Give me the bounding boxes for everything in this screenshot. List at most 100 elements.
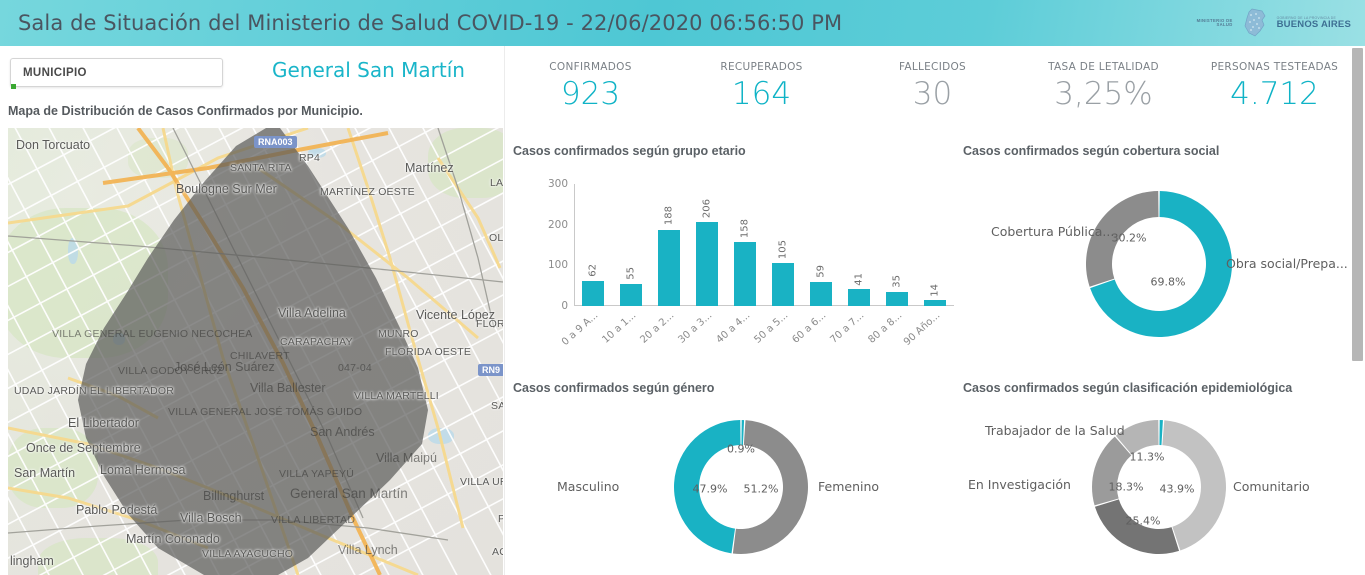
genero-title: Casos confirmados según género bbox=[513, 381, 715, 395]
donut-percentage-label: 25.4% bbox=[1125, 514, 1161, 528]
y-axis-line bbox=[574, 184, 575, 306]
donut-percentage-label: 51.2% bbox=[743, 482, 779, 496]
donut-percentage-label: 0.9% bbox=[727, 442, 755, 456]
selection-indicator bbox=[11, 84, 16, 89]
donut-category-label: Masculino bbox=[557, 479, 620, 494]
x-axis-tick-label: 50 a 5... bbox=[752, 310, 791, 346]
donut-category-label: En Investigación bbox=[968, 477, 1071, 492]
bar-value-label: 59 bbox=[815, 265, 827, 279]
logo-minsal-line1: MINISTERIO DE bbox=[1196, 17, 1233, 23]
donut-svg bbox=[1092, 420, 1226, 554]
donut-percentage-label: 30.2% bbox=[1111, 231, 1147, 245]
donut-slice[interactable] bbox=[1115, 420, 1159, 455]
cobertura-social-donut-chart[interactable]: 69.8% 30.2% Obra social/Prepa... Cobertura … bbox=[963, 164, 1363, 379]
logo-pba-top: GOBIERNO DE LA PROVINCIA DE bbox=[1276, 15, 1336, 20]
bar-column[interactable]: 105 50 a 5... bbox=[752, 184, 794, 346]
vertical-scrollbar-thumb[interactable] bbox=[1352, 48, 1363, 361]
cobertura-social-title: Casos confirmados según cobertura social bbox=[963, 144, 1220, 158]
bar-column[interactable]: 188 20 a 2... bbox=[638, 184, 680, 346]
kpi-card: RECUPERADOS 164 bbox=[676, 46, 847, 124]
vertical-scrollbar-track[interactable] bbox=[1350, 46, 1365, 575]
clasificacion-title: Casos confirmados según clasificación ep… bbox=[963, 381, 1293, 395]
y-axis-tick-label: 200 bbox=[547, 218, 568, 231]
municipio-filter-dropdown[interactable]: MUNICIPIO bbox=[10, 58, 223, 89]
bar[interactable] bbox=[886, 291, 908, 306]
grupo-etario-title: Casos confirmados según grupo etario bbox=[513, 144, 746, 158]
bar[interactable] bbox=[810, 282, 832, 306]
donut-slice[interactable] bbox=[674, 420, 741, 554]
bar-value-label: 55 bbox=[625, 266, 637, 280]
x-axis-tick-label: 40 a 4... bbox=[714, 310, 753, 346]
bar[interactable] bbox=[582, 280, 604, 306]
donut-percentage-label: 11.3% bbox=[1129, 450, 1165, 464]
bar-column[interactable]: 14 90 Año... bbox=[902, 184, 946, 348]
donut-slice[interactable] bbox=[741, 420, 745, 446]
bar-column[interactable]: 158 40 a 4... bbox=[714, 184, 756, 346]
bar-value-label: 158 bbox=[739, 218, 751, 238]
kpi-value: 923 bbox=[560, 76, 621, 112]
bar-column[interactable]: 206 30 a 3... bbox=[676, 184, 718, 346]
bar[interactable] bbox=[696, 222, 718, 306]
app-header: Sala de Situación del Ministerio de Salu… bbox=[0, 0, 1365, 46]
donut-slice[interactable] bbox=[1086, 191, 1159, 287]
panel-divider bbox=[504, 46, 505, 575]
x-axis-line bbox=[574, 305, 954, 306]
bar-column[interactable]: 59 60 a 6... bbox=[790, 184, 832, 346]
x-axis-tick-label: 20 a 2... bbox=[638, 310, 677, 346]
clasificacion-donut-chart[interactable]: 43.9% 25.4% 18.3% 11.3% Comunitario En Invest… bbox=[963, 401, 1363, 575]
x-axis-tick-label: 90 Año... bbox=[901, 310, 943, 348]
buenos-aires-province-map-icon bbox=[1244, 8, 1266, 37]
donut-slice[interactable] bbox=[1162, 420, 1226, 551]
donut-slice[interactable] bbox=[1092, 436, 1132, 506]
bar-column[interactable]: 35 80 a 8... bbox=[866, 184, 908, 346]
bar[interactable] bbox=[734, 241, 756, 306]
bar-value-label: 188 bbox=[663, 206, 675, 226]
kpi-card: TASA DE LETALIDAD 3,25% bbox=[1018, 46, 1189, 124]
x-axis-tick-label: 0 a 9 A... bbox=[559, 310, 601, 349]
bar[interactable] bbox=[772, 263, 794, 306]
kpi-value: 30 bbox=[912, 76, 953, 112]
ministerio-salud-logo: MINISTERIO DE SALUD bbox=[1196, 17, 1233, 28]
donut-slice[interactable] bbox=[1090, 191, 1232, 337]
donut-slice[interactable] bbox=[1094, 499, 1180, 554]
kpi-value: 164 bbox=[731, 76, 792, 112]
kpi-value: 3,25% bbox=[1054, 76, 1153, 112]
x-axis-tick-label: 30 a 3... bbox=[676, 310, 715, 346]
municipality-highlight-overlay bbox=[78, 128, 428, 575]
bar-column[interactable]: 41 70 a 7... bbox=[828, 184, 870, 346]
municipio-filter-label: MUNICIPIO bbox=[23, 66, 87, 79]
kpi-label: PERSONAS TESTEADAS bbox=[1210, 61, 1339, 73]
donut-category-label: Cobertura Pública... bbox=[991, 224, 1115, 239]
header-logos: MINISTERIO DE SALUD GOBIERNO DE LA PROVI… bbox=[1197, 8, 1351, 38]
donut-category-label: Femenino bbox=[818, 479, 880, 494]
bar-column[interactable]: 55 10 a 1... bbox=[600, 184, 642, 346]
bar-column[interactable]: 62 0 a 9 A... bbox=[560, 184, 604, 348]
donut-slice[interactable] bbox=[732, 420, 809, 554]
y-axis-tick-label: 300 bbox=[547, 178, 568, 190]
donut-category-label: Trabajador de la Salud bbox=[985, 423, 1125, 438]
bar[interactable] bbox=[848, 289, 870, 306]
donut-slice[interactable] bbox=[1159, 420, 1163, 446]
map-route-shield: RNA003 bbox=[254, 136, 297, 148]
bar-plot-area: 0 100 200 300 62 0 a 9 A... 55 10 a 1... 188 20 a… bbox=[548, 178, 954, 348]
grupo-etario-bar-chart[interactable]: 0 100 200 300 62 0 a 9 A... 55 10 a 1... 188 20 a… bbox=[540, 174, 960, 364]
bar-value-label: 41 bbox=[853, 272, 865, 286]
kpi-label: TASA DE LETALIDAD bbox=[1048, 61, 1159, 73]
x-axis-tick-label: 10 a 1... bbox=[600, 310, 639, 346]
donut-category-label: Comunitario bbox=[1233, 479, 1310, 494]
bar[interactable] bbox=[620, 283, 642, 306]
genero-donut-chart[interactable]: 51.2% 47.9% 0.9% Femenino Masculino bbox=[513, 401, 961, 575]
map-panel: MUNICIPIO General San Martín Mapa de Dis… bbox=[0, 46, 505, 575]
map-water bbox=[308, 148, 326, 158]
kpi-label: RECUPERADOS bbox=[720, 61, 803, 73]
donut-percentage-label: 18.3% bbox=[1108, 480, 1144, 494]
bar[interactable] bbox=[924, 300, 946, 306]
distribution-map[interactable]: Don Torcuato SANTA RITA RP4 Martínez Boulogn… bbox=[8, 128, 503, 575]
bar[interactable] bbox=[658, 229, 680, 306]
x-axis-tick-label: 70 a 7... bbox=[828, 310, 867, 346]
donut-percentage-label: 43.9% bbox=[1159, 482, 1195, 496]
kpi-card: FALLECIDOS 30 bbox=[847, 46, 1018, 124]
bar-value-label: 14 bbox=[929, 283, 941, 297]
donut-percentage-label: 69.8% bbox=[1150, 275, 1186, 289]
page-title: Sala de Situación del Ministerio de Salu… bbox=[18, 11, 843, 35]
